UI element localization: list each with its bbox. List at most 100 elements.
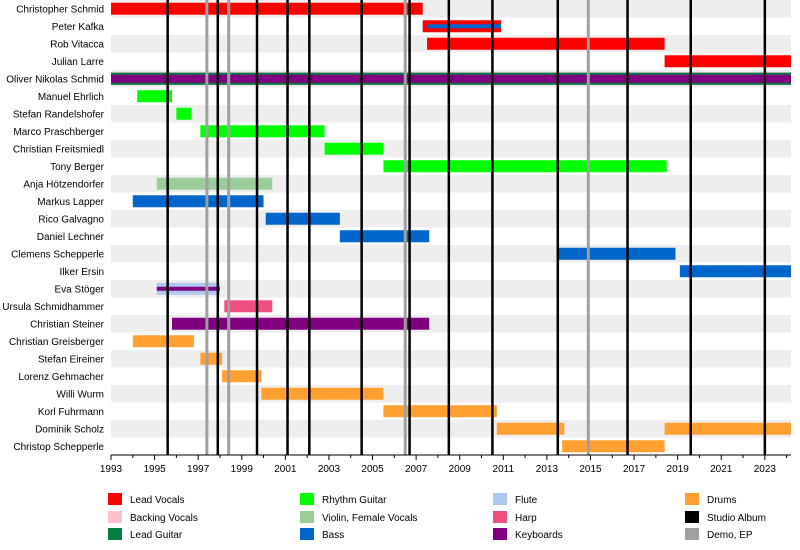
x-tick-label: 1999 [231,464,254,475]
x-tick-label: 2001 [274,464,297,475]
x-tick-label: 2011 [493,464,515,475]
member-label: Tony Berger [50,162,105,173]
member-bar [383,405,497,418]
row-band [111,245,791,263]
legend-label: Backing Vocals [130,513,198,524]
legend-label: Lead Vocals [130,495,185,506]
member-label: Eva Stöger [55,284,105,295]
row-band [111,280,791,298]
member-label: Peter Kafka [52,22,105,33]
x-axis: 1993 1995 1997 1999 2001 2003 2005 2007 2009 2011… [100,454,791,475]
row-band [111,420,791,438]
legend-swatch [300,493,314,505]
legend-swatch [685,511,699,523]
member-label: Stefan Randelshofer [13,109,105,120]
member-label: Stefan Eireiner [38,354,105,365]
x-tick-label: 2005 [361,464,384,475]
row-band [111,140,791,158]
membership-bars [111,2,791,453]
legend-label: Keyboards [515,530,563,541]
legend-label: Lead Guitar [130,530,183,541]
member-bar [383,160,667,173]
member-bar [176,107,192,120]
legend-swatch [493,511,507,523]
member-bar [111,2,423,15]
member-label: Daniel Lechner [37,232,105,243]
x-tick-label: 2013 [536,464,559,475]
member-label: Christian Greisberger [9,337,105,348]
x-tick-label: 1995 [143,464,166,475]
x-tick-label: 2015 [579,464,602,475]
legend-label: Demo, EP [707,530,753,541]
member-label: Korl Fuhrmann [38,407,104,418]
x-tick-label: 2007 [405,464,428,475]
legend-swatch [493,493,507,505]
member-label: Dominik Scholz [35,424,104,435]
member-bar [496,422,565,435]
x-tick-label: 2017 [623,464,646,475]
legend-label: Flute [515,495,538,506]
member-bar [557,247,676,260]
member-bar [339,230,430,243]
member-bar [222,370,262,383]
x-tick-label: 1997 [187,464,210,475]
member-bar [137,90,173,103]
legend-swatch [108,493,122,505]
x-tick-label: 2023 [754,464,777,475]
member-bar [562,440,665,453]
member-label: Markus Lapper [37,197,104,208]
member-label: Oliver Nikolas Schmid [6,74,104,85]
member-label: Ilker Ersin [60,267,104,278]
row-band [111,350,791,368]
member-bar [132,335,194,348]
row-band [111,210,791,228]
member-bar [200,125,325,138]
legend-swatch [300,528,314,540]
x-tick-label: 2003 [318,464,341,475]
member-label: Willi Wurm [56,389,104,400]
member-label: Rico Galvagno [38,214,104,225]
member-labels: Christopher Schmid Peter Kafka Rob Vitacca… [2,4,104,453]
legend-label: Bass [322,530,344,541]
member-bar [427,37,665,50]
member-label: Anja Hötzendorfer [23,179,104,190]
member-label: Christian Steiner [30,319,105,330]
member-bar [111,82,791,85]
release-lines [166,0,767,455]
member-label: Lorenz Gehmacher [18,372,104,383]
member-bar [664,422,791,435]
member-bar [156,286,220,291]
legend-swatch [685,528,699,540]
member-bar [132,195,264,208]
x-tick-label: 2021 [710,464,733,475]
member-label: Manuel Ehrlich [38,92,104,103]
row-band [111,385,791,403]
legend-label: Drums [707,495,736,506]
member-label: Clemens Schepperle [11,249,104,260]
legend-label: Harp [515,513,537,524]
legend-swatch [108,528,122,540]
x-tick-label: 2019 [667,464,690,475]
member-bar [679,265,791,278]
member-bar [172,317,430,330]
member-bar [324,142,384,155]
member-bar [664,55,791,68]
legend-label: Studio Album [707,513,766,524]
member-bar [261,387,384,400]
row-band [111,105,791,123]
legend-label: Rhythm Guitar [322,495,387,506]
legend-swatch [300,511,314,523]
member-label: Julian Larre [52,57,105,68]
member-label: Christop Schepperle [13,442,104,453]
member-label: Christian Freitsmiedl [13,144,104,155]
member-label: Marco Praschberger [13,127,104,138]
x-tick-label: 1993 [100,464,123,475]
x-tick-label: 2009 [449,464,472,475]
member-bar [156,177,273,190]
member-bar [265,212,340,225]
member-label: Christopher Schmid [16,4,104,15]
legend-swatch [685,493,699,505]
row-band [111,175,791,193]
member-label: Rob Vitacca [50,39,104,50]
